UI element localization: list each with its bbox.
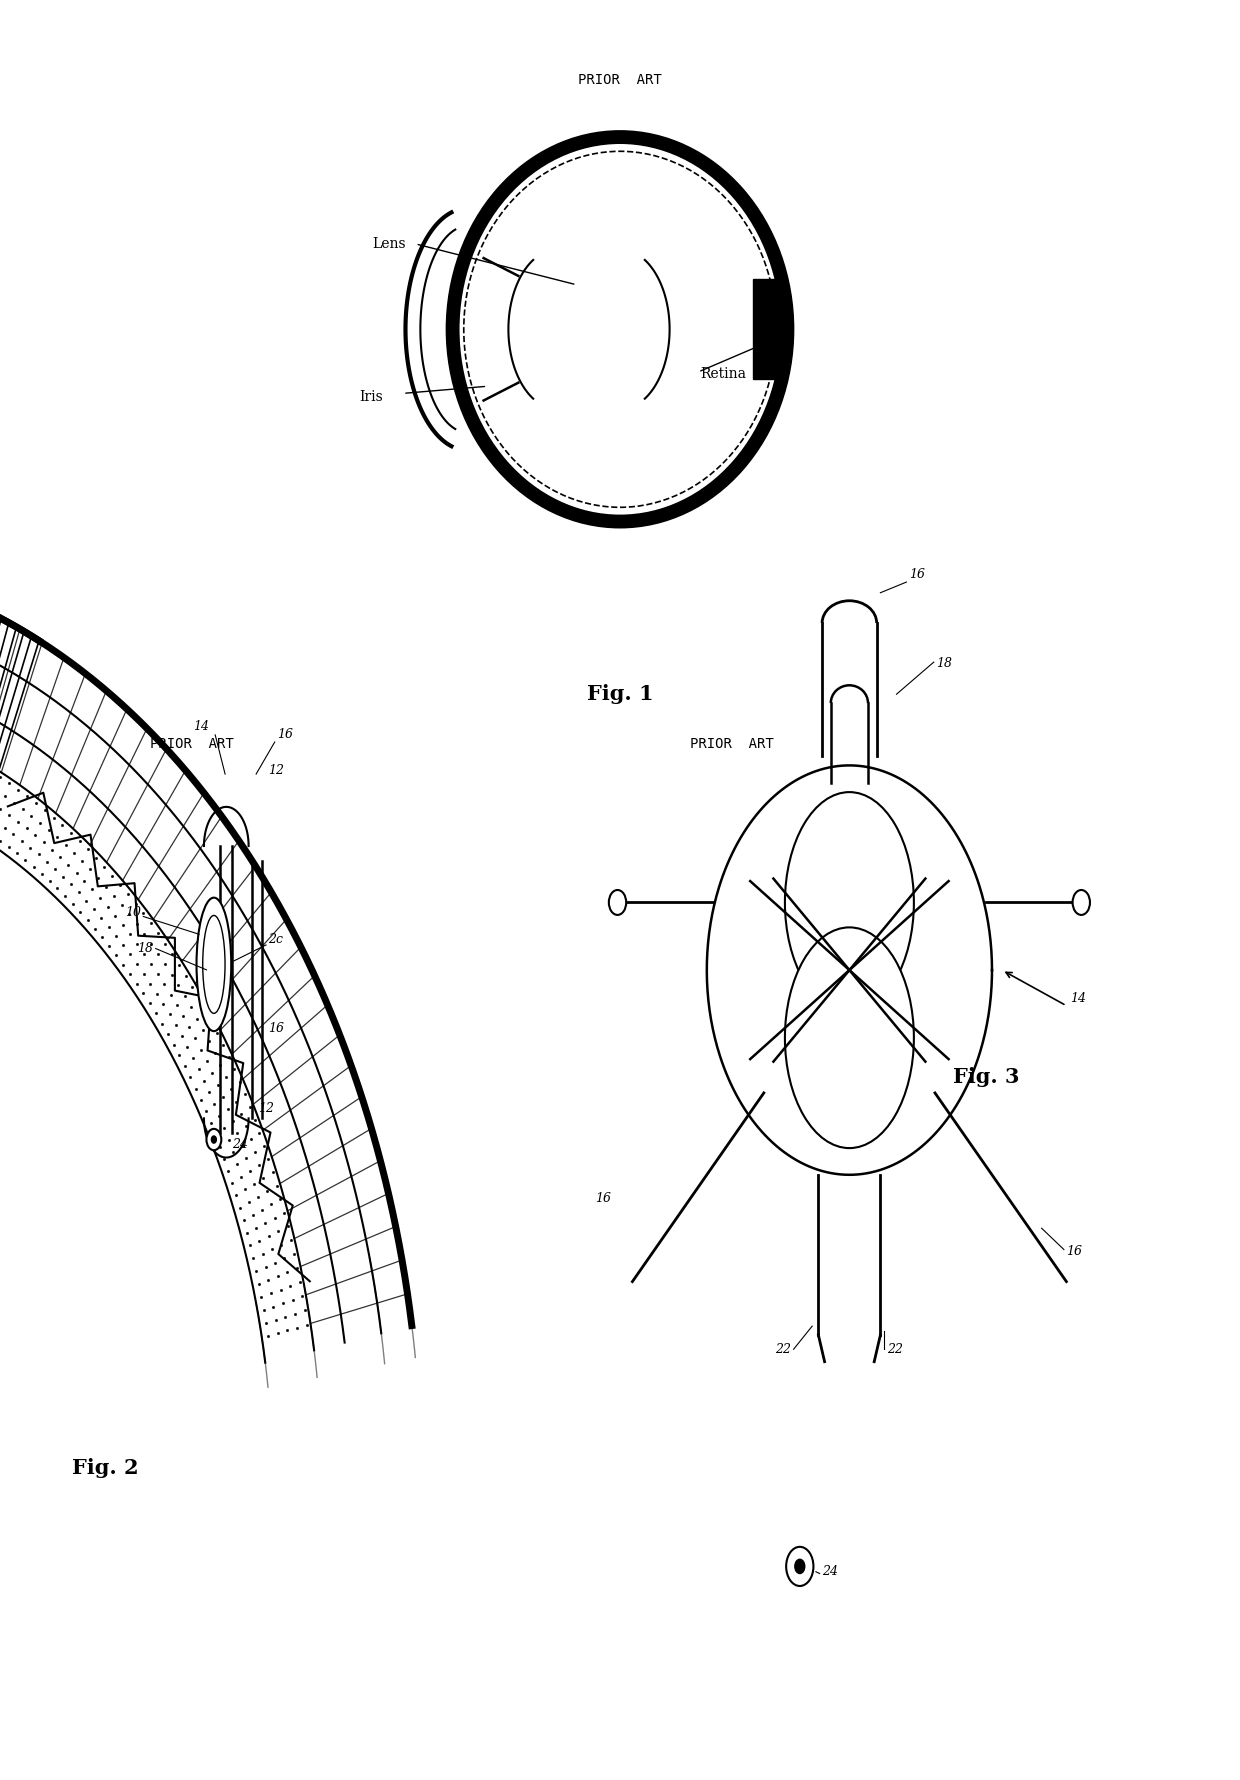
Text: 16: 16	[909, 568, 925, 582]
Bar	[753, 279, 787, 379]
Text: PRIOR  ART: PRIOR ART	[689, 737, 774, 751]
Text: 16: 16	[269, 1022, 284, 1036]
Text: 16: 16	[595, 1191, 611, 1205]
Text: 18: 18	[936, 657, 952, 671]
Circle shape	[795, 1559, 805, 1574]
Text: Fig. 2: Fig. 2	[72, 1458, 139, 1479]
Circle shape	[206, 1129, 221, 1150]
Text: 10: 10	[125, 906, 141, 920]
Text: 14: 14	[1070, 991, 1086, 1006]
Text: 24: 24	[232, 1139, 248, 1152]
Text: 16: 16	[1066, 1244, 1083, 1258]
Text: PRIOR  ART: PRIOR ART	[578, 73, 662, 87]
Text: 18: 18	[138, 942, 154, 956]
Text: Fig. 1: Fig. 1	[587, 684, 653, 705]
Text: 24: 24	[822, 1565, 838, 1579]
Text: 2c: 2c	[269, 933, 284, 947]
Text: Fig. 3: Fig. 3	[952, 1066, 1019, 1088]
Text: 16: 16	[278, 728, 293, 742]
Text: 22: 22	[775, 1342, 791, 1356]
Circle shape	[211, 1136, 216, 1143]
Text: PRIOR  ART: PRIOR ART	[150, 737, 234, 751]
Circle shape	[1073, 890, 1090, 915]
Ellipse shape	[785, 927, 914, 1148]
Text: Lens: Lens	[372, 237, 405, 251]
Text: 12: 12	[269, 764, 284, 778]
Text: 12: 12	[259, 1102, 274, 1116]
Text: 22: 22	[887, 1342, 903, 1356]
Ellipse shape	[453, 137, 787, 522]
Text: Iris: Iris	[360, 390, 383, 404]
Text: Retina: Retina	[701, 367, 746, 381]
Circle shape	[609, 890, 626, 915]
Ellipse shape	[785, 792, 914, 1013]
Text: 14: 14	[193, 719, 210, 733]
Ellipse shape	[196, 897, 231, 1031]
Circle shape	[786, 1547, 813, 1586]
